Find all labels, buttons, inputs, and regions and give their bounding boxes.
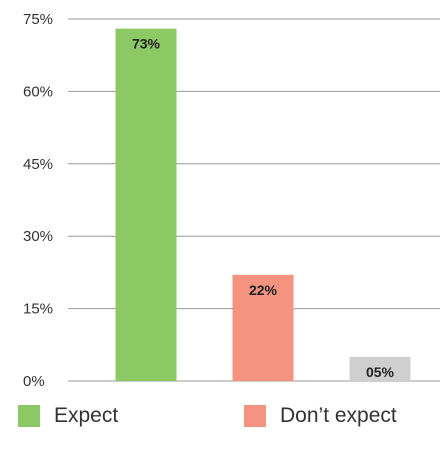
y-tick-label-30: 30% — [23, 228, 53, 245]
legend-item-expect: Expect — [18, 398, 118, 434]
bar-value-label-2: 22% — [249, 282, 278, 298]
y-tick-label-60: 60% — [23, 83, 53, 100]
legend-label-dont-expect: Don’t expect — [280, 404, 397, 427]
legend-swatch-dont-expect — [244, 405, 266, 427]
chart-area: 0% 15% 30% 45% 60% 75% 73% 22% 05% — [23, 11, 440, 390]
bar-2 — [232, 274, 294, 381]
legend-swatch-expect — [18, 405, 40, 427]
bar-value-label-3: 05% — [366, 364, 395, 380]
legend: Expect Don’t expect — [18, 398, 438, 438]
bar-value-labels: 73% 22% 05% — [132, 36, 395, 380]
y-tick-label-75: 75% — [23, 11, 53, 28]
bars — [115, 28, 411, 382]
bar-3 — [349, 356, 411, 381]
legend-item-dont-expect: Don’t expect — [244, 398, 397, 434]
y-tick-label-15: 15% — [23, 301, 53, 318]
bar-value-label-1: 73% — [132, 36, 161, 52]
y-tick-label-45: 45% — [23, 156, 53, 173]
y-tick-label-0: 0% — [23, 373, 45, 390]
legend-label-expect: Expect — [54, 404, 119, 427]
y-axis-tick-labels: 0% 15% 30% 45% 60% 75% — [23, 11, 53, 390]
bar-chart: 0% 15% 30% 45% 60% 75% 73% 22% 05% — [23, 11, 440, 390]
bar-1 — [115, 28, 177, 382]
